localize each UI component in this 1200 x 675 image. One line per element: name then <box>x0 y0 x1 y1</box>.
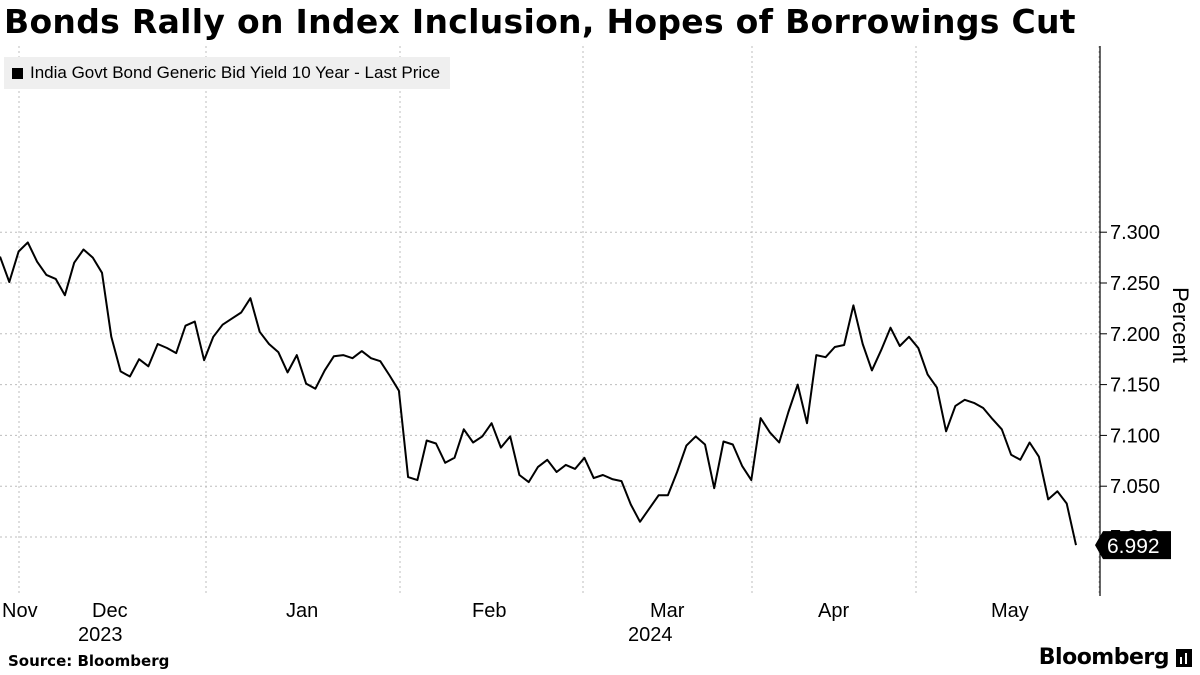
legend-swatch <box>12 67 23 79</box>
source-note: Source: Bloomberg <box>8 652 170 670</box>
last-value-badge <box>1095 531 1171 560</box>
x-tick-label: Apr <box>818 600 849 622</box>
x-tick-label: Nov <box>2 600 38 622</box>
y-tick-label: 7.300 <box>1110 222 1160 244</box>
legend: India Govt Bond Generic Bid Yield 10 Yea… <box>4 57 451 89</box>
y-axis-label: Percent <box>1168 287 1193 363</box>
y-tick-label: 7.250 <box>1110 273 1160 295</box>
series-line <box>0 241 1077 546</box>
legend-label: India Govt Bond Generic Bid Yield 10 Yea… <box>30 63 441 82</box>
last-value-callout: 6.992 <box>1095 531 1171 560</box>
y-tick-label: 7.050 <box>1110 476 1160 498</box>
grid <box>0 46 1100 596</box>
x-tick-label: May <box>991 600 1029 622</box>
last-value-label: 6.992 <box>1107 535 1160 558</box>
x-year-label: 2023 <box>78 624 123 646</box>
x-axis-labels: Nov Dec Jan Feb Mar Apr May 2023 2024 <box>2 600 1029 646</box>
bar-chart-icon <box>1176 648 1192 667</box>
x-tick-label: Feb <box>472 600 506 622</box>
x-tick-label: Mar <box>650 600 685 622</box>
y-tick-label: 7.100 <box>1110 425 1160 447</box>
y-tick-label: 7.200 <box>1110 324 1160 346</box>
x-year-label: 2024 <box>628 624 673 646</box>
x-tick-label: Dec <box>92 600 128 622</box>
brand-name: Bloomberg <box>1038 645 1170 670</box>
chart-title: Bonds Rally on Index Inclusion, Hopes of… <box>4 2 1076 41</box>
y-tick-label: 7.150 <box>1110 375 1160 397</box>
x-tick-label: Jan <box>286 600 318 622</box>
bloomberg-logo: Bloomberg <box>1039 645 1192 670</box>
